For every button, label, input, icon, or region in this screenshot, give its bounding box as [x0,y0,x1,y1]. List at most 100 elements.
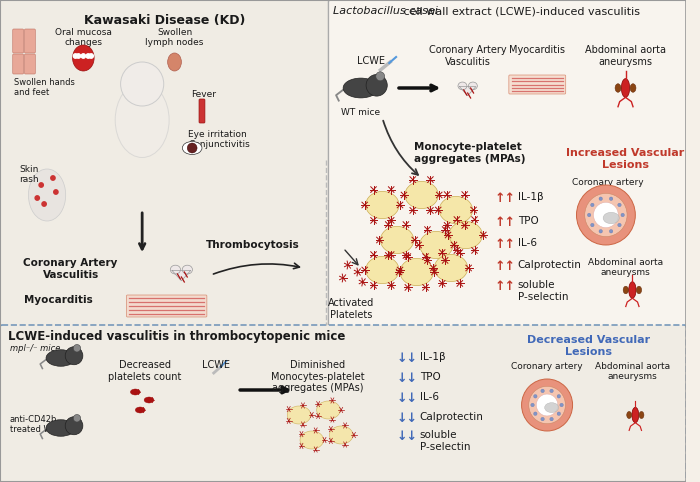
Circle shape [599,229,603,233]
Circle shape [557,412,561,415]
Text: Swollen hands
and feet: Swollen hands and feet [14,78,75,97]
Text: IL-6: IL-6 [518,238,537,248]
Circle shape [86,54,90,58]
Text: Coronary artery: Coronary artery [511,362,583,371]
Ellipse shape [622,79,630,97]
Text: ↓↓: ↓↓ [397,392,418,405]
Text: soluble
P-selectin: soluble P-selectin [419,430,470,452]
Ellipse shape [46,350,76,366]
Circle shape [120,62,164,106]
Ellipse shape [182,265,192,274]
Text: TPO: TPO [518,216,538,226]
Ellipse shape [615,84,621,92]
Text: Coronary Artery
Vasculitis: Coronary Artery Vasculitis [429,45,507,67]
Ellipse shape [135,407,145,413]
Circle shape [533,394,537,398]
Text: Abdominal aorta
aneurysms: Abdominal aorta aneurysms [595,362,670,381]
Circle shape [35,196,39,200]
Text: ↓↓: ↓↓ [397,430,418,443]
Text: ↑↑: ↑↑ [495,260,516,273]
Ellipse shape [405,181,438,209]
Ellipse shape [623,286,629,294]
Ellipse shape [343,78,379,98]
Ellipse shape [629,282,636,298]
Circle shape [594,202,618,228]
Text: ↑↑: ↑↑ [495,192,516,205]
FancyBboxPatch shape [0,0,330,327]
Circle shape [65,417,83,435]
Circle shape [617,223,621,227]
Text: Thrombocytosis: Thrombocytosis [206,240,300,250]
Circle shape [599,197,603,201]
Ellipse shape [365,256,399,283]
Text: Skin
rash: Skin rash [20,165,39,185]
Text: Myocarditis: Myocarditis [25,295,93,305]
Circle shape [621,213,624,217]
Ellipse shape [419,231,453,259]
Circle shape [65,347,83,365]
Text: ↑↑: ↑↑ [495,280,516,293]
Ellipse shape [300,431,323,449]
Text: Monocyte-platelet
aggregates (MPAs): Monocyte-platelet aggregates (MPAs) [414,142,525,163]
Ellipse shape [330,426,353,444]
Polygon shape [172,270,191,281]
Text: Swollen
lymph nodes: Swollen lymph nodes [146,28,204,47]
Ellipse shape [130,389,140,395]
Circle shape [42,202,46,206]
FancyBboxPatch shape [509,75,566,94]
Text: Myocarditis: Myocarditis [510,45,566,55]
Text: LCWE-induced vasculitis in thrombocytopenic mice: LCWE-induced vasculitis in thrombocytope… [8,330,345,343]
Text: ↑↑: ↑↑ [495,238,516,251]
Ellipse shape [46,420,76,436]
Circle shape [51,176,55,180]
Ellipse shape [545,402,559,413]
Circle shape [54,190,58,194]
Text: Diminished
Monocytes-platelet
aggregates (MPAs): Diminished Monocytes-platelet aggregates… [271,360,365,393]
Text: Eye irritation
Conjunctivitis: Eye irritation Conjunctivitis [188,130,250,149]
Ellipse shape [380,227,414,254]
FancyBboxPatch shape [127,295,207,317]
Circle shape [89,54,93,58]
Ellipse shape [639,412,644,418]
FancyBboxPatch shape [328,0,686,327]
Ellipse shape [29,169,66,221]
Circle shape [557,394,561,398]
Circle shape [188,143,197,153]
Circle shape [617,203,621,207]
Text: Calprotectin: Calprotectin [518,260,582,270]
Text: Decreased Vascular
Lesions: Decreased Vascular Lesions [526,335,650,357]
Polygon shape [459,87,476,96]
Ellipse shape [626,412,631,418]
Text: LCWE: LCWE [202,360,230,370]
Text: Kawasaki Disease (KD): Kawasaki Disease (KD) [84,14,246,27]
Ellipse shape [287,406,311,424]
Text: ↓↓: ↓↓ [397,372,418,385]
Text: IL-6: IL-6 [419,392,439,402]
Ellipse shape [630,84,636,92]
Text: WT mice: WT mice [341,108,380,117]
Text: Lactobacillus casei: Lactobacillus casei [333,6,438,16]
Text: cell wall extract (LCWE)-induced vasculitis: cell wall extract (LCWE)-induced vasculi… [400,6,640,16]
FancyBboxPatch shape [25,29,35,53]
FancyBboxPatch shape [13,29,24,53]
Circle shape [541,389,545,393]
Ellipse shape [170,265,181,274]
Ellipse shape [116,82,169,158]
Ellipse shape [468,82,477,90]
Circle shape [366,75,387,96]
Circle shape [591,203,594,207]
FancyBboxPatch shape [25,54,35,74]
Circle shape [584,193,627,237]
Circle shape [560,403,564,407]
Text: anti-CD42b
treated WT mice: anti-CD42b treated WT mice [10,415,80,434]
FancyBboxPatch shape [0,325,686,482]
Text: ↓↓: ↓↓ [397,352,418,365]
Circle shape [522,379,573,431]
Circle shape [536,394,558,416]
Text: soluble
P-selectin: soluble P-selectin [518,280,568,302]
Circle shape [74,54,78,58]
Circle shape [528,386,566,424]
Circle shape [81,54,85,58]
Text: Coronary Artery
Vasculitis: Coronary Artery Vasculitis [23,258,118,280]
FancyBboxPatch shape [13,54,24,74]
